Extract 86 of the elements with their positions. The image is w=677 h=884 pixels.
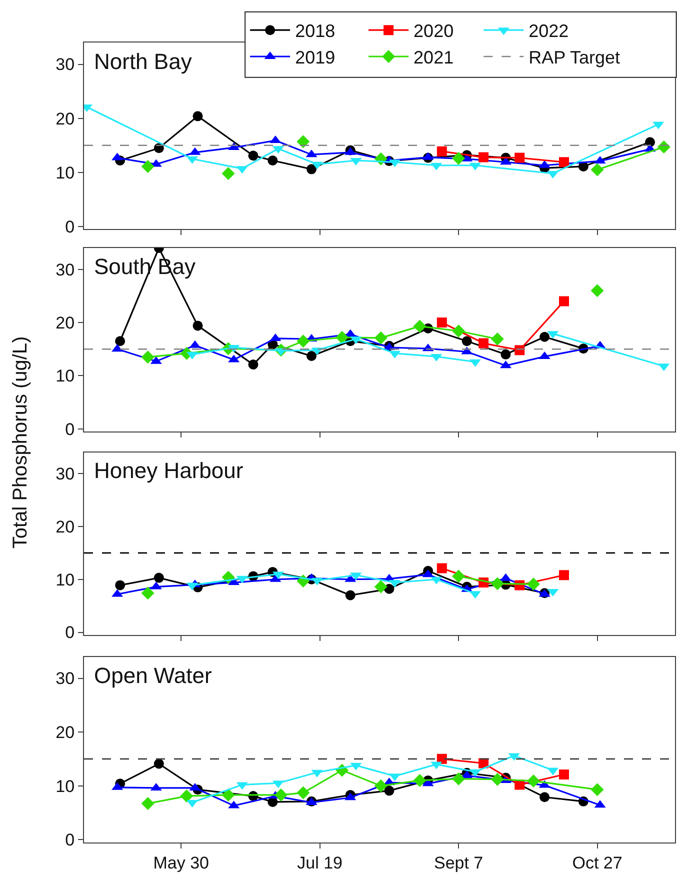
point [590, 783, 604, 796]
point [248, 360, 258, 370]
point [296, 786, 310, 800]
y-tick-label: 20 [56, 722, 75, 742]
point [154, 758, 164, 769]
point [268, 156, 278, 166]
point [436, 318, 447, 328]
point [384, 786, 394, 796]
point [436, 146, 447, 156]
legend-label: 2018 [295, 21, 336, 42]
point [115, 336, 126, 346]
y-tick-label: 0 [65, 420, 75, 439]
x-tick-label: May 30 [153, 854, 209, 873]
point [222, 788, 235, 802]
point [413, 320, 426, 333]
point [558, 570, 569, 580]
legend-label: 2021 [414, 48, 454, 68]
x-tick-label: Sept 7 [434, 854, 484, 873]
legend-label: 2019 [295, 48, 336, 68]
point [141, 350, 154, 364]
point [306, 164, 317, 174]
y-tick-label: 20 [56, 313, 75, 332]
point [590, 284, 604, 298]
point [296, 334, 310, 348]
point [154, 572, 164, 583]
point [374, 779, 388, 792]
point [590, 163, 604, 176]
legend-label: 2020 [414, 21, 454, 42]
point [248, 150, 258, 161]
point [345, 590, 356, 600]
y-tick-label: 30 [56, 55, 75, 74]
point [222, 166, 235, 180]
point [141, 586, 154, 600]
y-tick-label: 30 [56, 464, 75, 484]
point [490, 577, 504, 590]
y-tick-label: 0 [65, 623, 75, 642]
point [115, 580, 126, 590]
y-tick-label: 20 [56, 517, 75, 536]
y-tick-label: 0 [65, 830, 75, 850]
y-tick-label: 30 [56, 669, 75, 688]
chart-title: Open Water [94, 663, 212, 688]
point [540, 332, 550, 342]
y-tick-label: 0 [65, 217, 75, 236]
point [306, 351, 317, 362]
y-tick-label: 10 [56, 366, 75, 386]
point [526, 578, 540, 591]
point [374, 331, 388, 344]
point [452, 570, 466, 583]
point [374, 580, 388, 594]
x-tick-label: Oct 27 [572, 854, 622, 873]
point [452, 772, 466, 786]
point [500, 349, 511, 360]
point [192, 320, 203, 331]
point [336, 330, 349, 344]
point [540, 792, 550, 802]
point [478, 152, 489, 162]
x-tick-label: Jul 19 [297, 854, 343, 873]
point [490, 772, 504, 786]
point [180, 790, 194, 803]
point [478, 338, 489, 348]
legend-label: 2022 [528, 21, 569, 42]
point [274, 788, 288, 802]
point [141, 160, 154, 173]
y-tick-label: 10 [56, 776, 75, 796]
point [558, 157, 569, 168]
point [514, 152, 525, 163]
chart-title: Honey Harbour [94, 458, 244, 483]
point [436, 563, 447, 574]
point [296, 135, 310, 148]
point [452, 152, 466, 165]
legend-label: RAP Target [528, 48, 620, 68]
point [413, 774, 426, 787]
point [192, 111, 203, 122]
chart-title: North Bay [94, 49, 192, 74]
point [558, 770, 569, 780]
point [558, 296, 569, 306]
y-tick-label: 10 [56, 163, 75, 182]
y-tick-label: 10 [56, 570, 75, 590]
y-tick-label: 20 [56, 109, 75, 128]
y-tick-label: 30 [56, 260, 75, 280]
point [141, 797, 154, 810]
point [452, 324, 466, 338]
y-axis-title: Total Phosphorus (ug/L) [10, 336, 32, 549]
point [462, 336, 472, 346]
point [526, 774, 540, 788]
point [490, 332, 504, 346]
